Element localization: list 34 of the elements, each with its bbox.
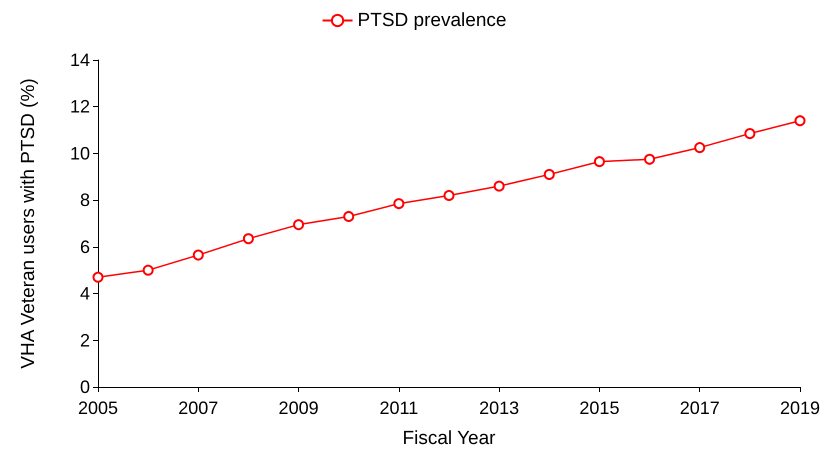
point: [794, 115, 806, 126]
x-tick-label: 2013: [479, 398, 520, 418]
point: [744, 128, 756, 140]
y-tick-label: 4: [80, 284, 90, 304]
y-tick-label: 8: [80, 190, 90, 210]
y-axis-title: VHA Veteran users with PTSD (%): [18, 78, 39, 369]
point: [694, 142, 706, 154]
x-tick-label: 2011: [380, 398, 418, 418]
legend-label: PTSD prevalence: [358, 10, 506, 31]
point: [343, 210, 354, 222]
x-tick-label: 2015: [579, 398, 620, 418]
y-tick-label: 12: [70, 96, 90, 117]
point: [192, 250, 204, 261]
x-tick-label: 2007: [178, 398, 218, 418]
point: [494, 180, 505, 192]
y-tick-label: 2: [80, 330, 90, 350]
x-tick-label: 2017: [680, 398, 720, 418]
y-tick-label: 0: [80, 377, 90, 397]
x-tick-label: 2009: [278, 398, 319, 418]
point: [242, 233, 254, 244]
point: [293, 219, 304, 230]
point: [544, 168, 555, 180]
y-tick-label: 14: [70, 50, 90, 70]
x-axis-title: Fiscal Year: [402, 428, 496, 449]
point: [393, 198, 404, 210]
y-tick-label: 10: [70, 143, 90, 164]
point: [444, 190, 454, 201]
point: [594, 156, 605, 168]
point: [644, 154, 656, 165]
x-tick-label: 2019: [780, 398, 820, 418]
y-tick-label: 6: [80, 236, 90, 257]
point: [92, 272, 104, 283]
point: [142, 264, 154, 276]
x-tick-label: 2005: [78, 398, 118, 418]
